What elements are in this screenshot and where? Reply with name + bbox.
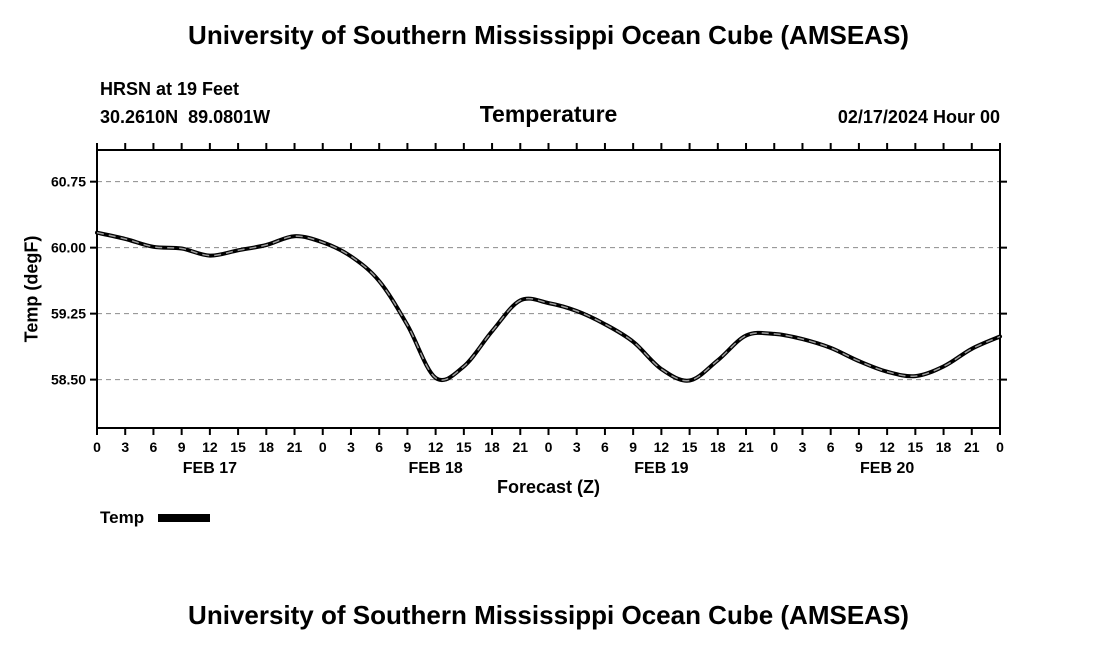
plot-title: Temperature <box>479 101 618 127</box>
svg-text:3: 3 <box>121 439 129 455</box>
svg-text:6: 6 <box>601 439 609 455</box>
svg-text:3: 3 <box>347 439 355 455</box>
svg-text:9: 9 <box>855 439 863 455</box>
svg-text:12: 12 <box>879 439 895 455</box>
svg-text:3: 3 <box>573 439 581 455</box>
svg-text:3: 3 <box>799 439 807 455</box>
svg-text:0: 0 <box>93 439 101 455</box>
svg-text:21: 21 <box>964 439 980 455</box>
legend-line-swatch <box>158 514 211 522</box>
svg-text:59.25: 59.25 <box>51 306 86 322</box>
svg-text:21: 21 <box>287 439 303 455</box>
svg-text:18: 18 <box>484 439 500 455</box>
forecast-datetime: 02/17/2024 Hour 00 <box>837 107 1000 127</box>
svg-text:15: 15 <box>908 439 924 455</box>
svg-text:15: 15 <box>456 439 472 455</box>
svg-text:15: 15 <box>682 439 698 455</box>
main-title: University of Southern Mississippi Ocean… <box>188 20 909 50</box>
next-chart-title: University of Southern Mississippi Ocean… <box>188 600 909 630</box>
svg-text:12: 12 <box>654 439 670 455</box>
legend: Temp <box>100 508 211 528</box>
x-axis-label: Forecast (Z) <box>496 477 601 497</box>
svg-text:9: 9 <box>178 439 186 455</box>
svg-text:15: 15 <box>230 439 246 455</box>
svg-text:0: 0 <box>545 439 553 455</box>
svg-text:FEB 19: FEB 19 <box>634 460 688 477</box>
svg-text:60.00: 60.00 <box>51 240 86 256</box>
svg-text:60.75: 60.75 <box>51 174 86 190</box>
svg-text:0: 0 <box>996 439 1004 455</box>
svg-text:21: 21 <box>512 439 528 455</box>
legend-label: Temp <box>100 508 145 527</box>
svg-text:12: 12 <box>202 439 218 455</box>
svg-text:FEB 17: FEB 17 <box>183 460 237 477</box>
station-name: HRSN at 19 Feet <box>100 79 240 99</box>
svg-text:21: 21 <box>738 439 754 455</box>
station-coordinates: 30.2610N 89.0801W <box>100 107 271 127</box>
svg-text:FEB 20: FEB 20 <box>860 460 914 477</box>
svg-text:9: 9 <box>629 439 637 455</box>
svg-text:0: 0 <box>319 439 327 455</box>
svg-text:6: 6 <box>150 439 158 455</box>
svg-text:18: 18 <box>936 439 952 455</box>
svg-text:FEB 18: FEB 18 <box>409 460 463 477</box>
svg-text:6: 6 <box>375 439 383 455</box>
svg-text:9: 9 <box>404 439 412 455</box>
svg-text:18: 18 <box>710 439 726 455</box>
svg-text:18: 18 <box>259 439 275 455</box>
svg-text:12: 12 <box>428 439 444 455</box>
svg-text:6: 6 <box>827 439 835 455</box>
svg-text:0: 0 <box>770 439 778 455</box>
svg-text:58.50: 58.50 <box>51 372 86 388</box>
